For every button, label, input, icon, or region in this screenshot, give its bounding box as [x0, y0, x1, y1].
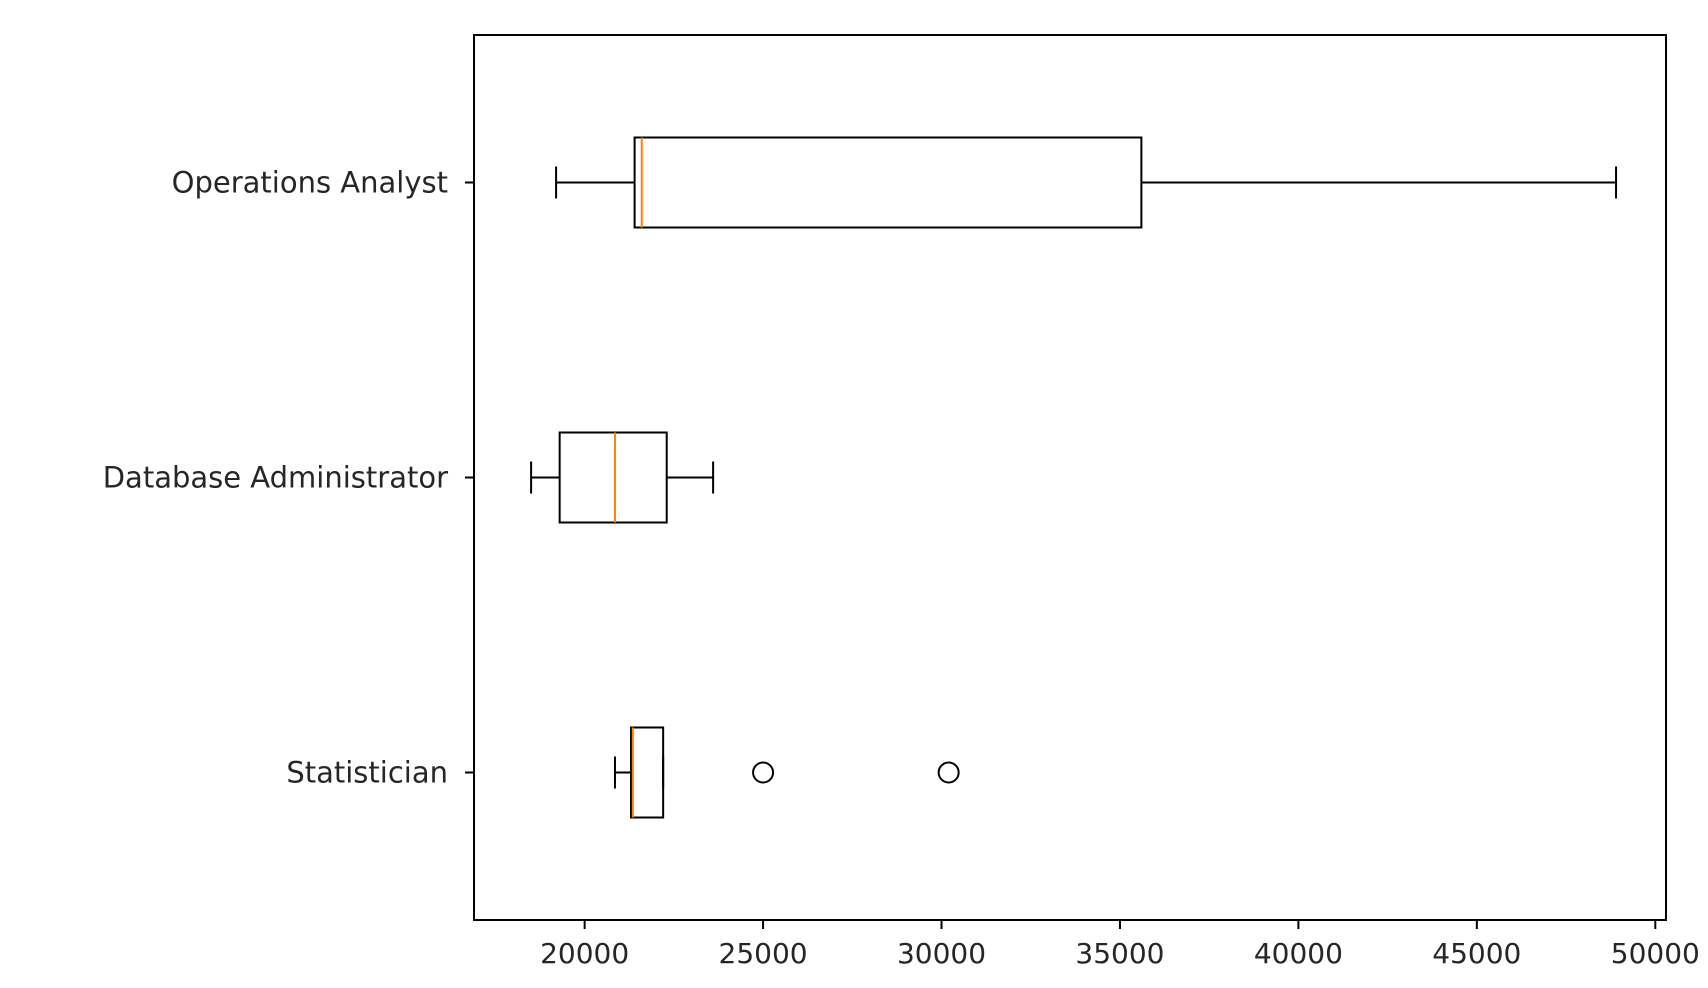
y-axis: Operations Analyst Database Administrator… [103, 166, 474, 790]
box-operations-analyst [633, 136, 1143, 229]
y-tick-label-database-administrator: Database Administrator [103, 461, 448, 495]
x-tick-label-45000: 45000 [1432, 937, 1521, 970]
x-axis: 20000 25000 30000 35000 40000 45000 50000 [540, 920, 1700, 970]
x-tick-label-50000: 50000 [1611, 937, 1700, 970]
outlier-statistician-1 [752, 761, 775, 784]
x-tick-label-20000: 20000 [540, 937, 629, 970]
box-group-database-administrator [530, 431, 715, 524]
x-tick-label-25000: 25000 [719, 937, 808, 970]
box-database-administrator [558, 431, 668, 524]
x-tick-label-40000: 40000 [1254, 937, 1343, 970]
box-statistician [630, 726, 665, 819]
y-tick-label-operations-analyst: Operations Analyst [172, 166, 448, 200]
box-group-statistician [613, 726, 960, 819]
boxes-layer [530, 136, 1618, 819]
x-tick-label-30000: 30000 [897, 937, 986, 970]
x-tick-label-35000: 35000 [1075, 937, 1164, 970]
y-tick-label-statistician: Statistician [286, 756, 448, 790]
box-group-operations-analyst [555, 136, 1618, 229]
plot-area-frame [473, 34, 1667, 921]
outlier-statistician-2 [937, 761, 960, 784]
